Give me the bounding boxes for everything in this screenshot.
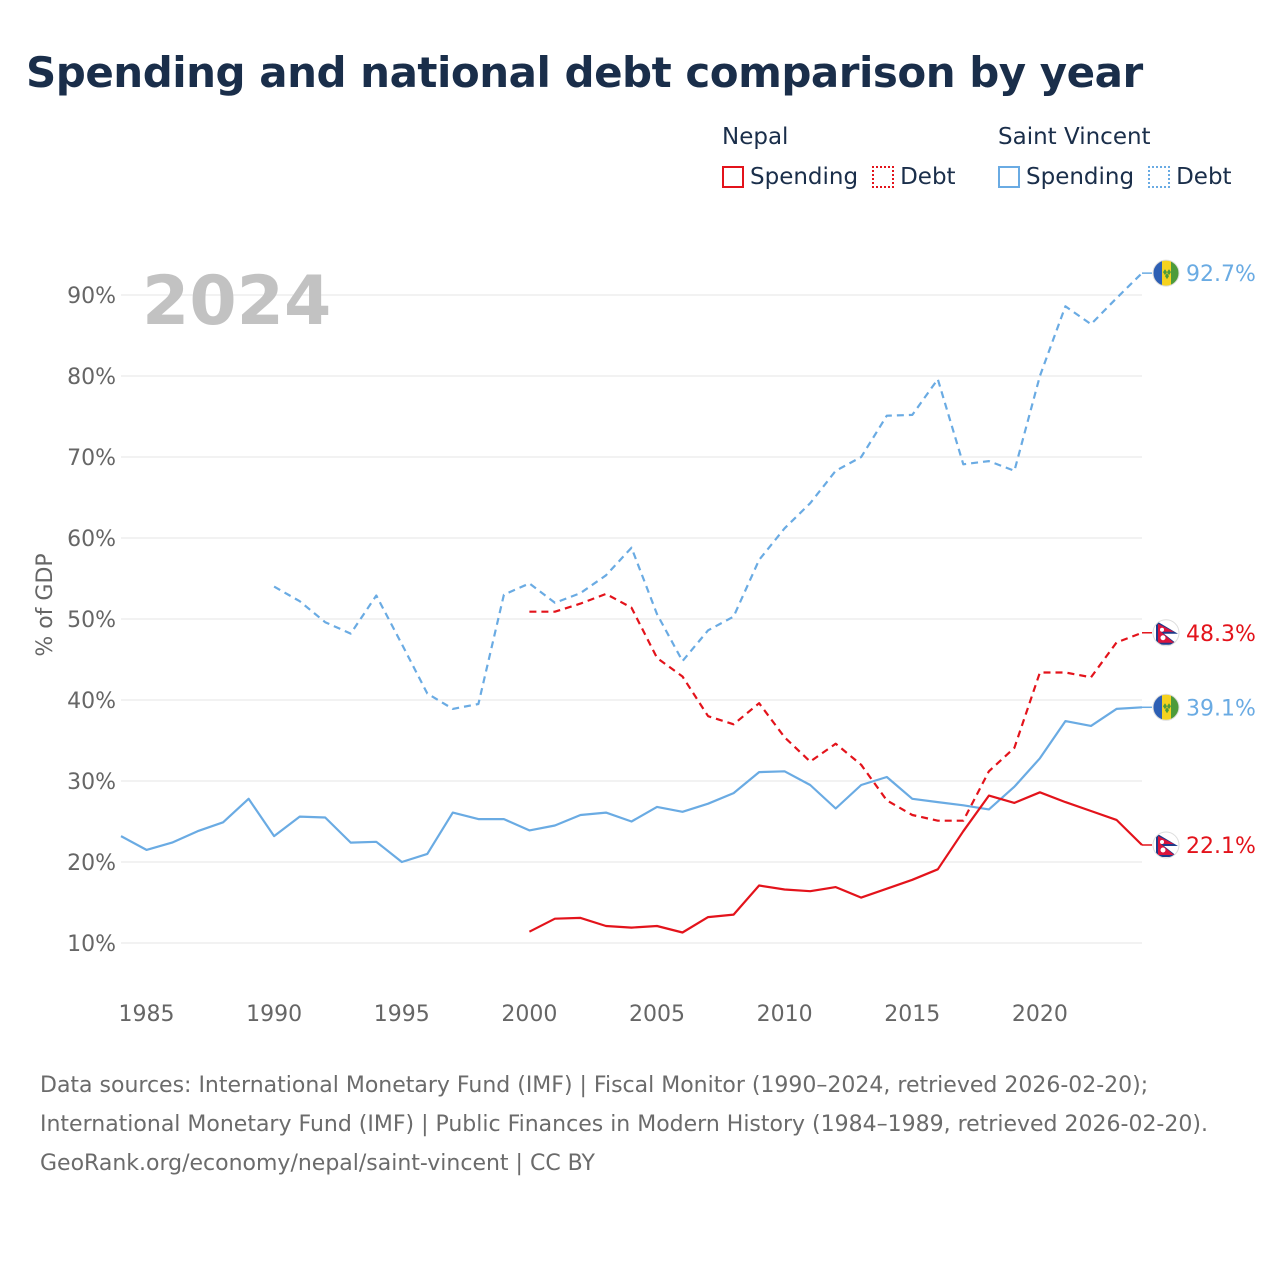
end-value-label: 92.7% — [1186, 262, 1256, 287]
y-tick-label: 70% — [67, 446, 116, 471]
grid-lines — [121, 294, 1142, 944]
x-tick-label: 1985 — [119, 1002, 175, 1027]
year-label: 2024 — [142, 262, 331, 341]
y-tick-label: 10% — [67, 932, 116, 957]
source-link[interactable]: GeoRank.org/economy/nepal/saint-vincent … — [40, 1151, 595, 1176]
y-tick-label: 80% — [67, 365, 116, 390]
nepal-flag-icon — [1152, 619, 1180, 647]
legend-group-name: Nepal — [722, 124, 789, 150]
series-line-saint-vincent-debt[interactable] — [273, 272, 1143, 711]
y-axis-ticks: 10% 20% 30% 40% 50% 60% 70% 80% 90% — [67, 284, 116, 957]
series-line-nepal-spending[interactable] — [528, 791, 1143, 934]
source-text: Data sources: International Monetary Fun… — [40, 1073, 1208, 1137]
saint-vincent-flag-icon — [1152, 693, 1180, 721]
legend-item-saint-vincent-spending[interactable]: Spending — [998, 164, 1134, 190]
x-tick-label: 2020 — [1012, 1002, 1068, 1027]
y-axis-label: % of GDP — [33, 553, 58, 656]
y-tick-label: 30% — [67, 770, 116, 795]
legend-group-name: Saint Vincent — [998, 124, 1151, 150]
y-tick-label: 90% — [67, 284, 116, 309]
legend-group-saint-vincent: Saint Vincent Spending Debt — [998, 124, 1232, 190]
legend-group-nepal: Nepal Spending Debt — [722, 124, 956, 190]
legend-item-label: Spending — [750, 164, 859, 190]
end-value-label: 48.3% — [1186, 622, 1256, 647]
y-tick-label: 60% — [67, 527, 116, 552]
series-line-nepal-debt[interactable] — [529, 592, 1143, 822]
legend-item-saint-vincent-debt[interactable]: Debt — [1148, 164, 1232, 190]
saint-vincent-flag-icon — [1152, 259, 1180, 287]
x-tick-label: 2015 — [884, 1002, 940, 1027]
end-value-label: 39.1% — [1186, 696, 1256, 721]
legend-swatch-solid — [998, 166, 1020, 188]
nepal-flag-icon — [1152, 831, 1180, 859]
y-tick-label: 20% — [67, 851, 116, 876]
series-lines — [120, 272, 1143, 934]
end-value-label: 22.1% — [1186, 834, 1256, 859]
y-tick-label: 40% — [67, 689, 116, 714]
legend-item-label: Debt — [1176, 164, 1232, 190]
x-tick-label: 1995 — [374, 1002, 430, 1027]
line-chart: 10% 20% 30% 40% 50% 60% 70% 80% 90% 1985 1990 1995… — [33, 259, 1256, 1027]
legend-item-nepal-spending[interactable]: Spending — [722, 164, 858, 190]
series-line-saint-vincent-spending[interactable] — [120, 706, 1143, 864]
chart-title: Spending and national debt comparison by… — [26, 48, 1143, 97]
legend-swatch-dotted — [872, 166, 895, 188]
legend-swatch-solid — [722, 166, 744, 188]
legend-item-label: Debt — [900, 164, 956, 190]
legend-item-nepal-debt[interactable]: Debt — [872, 164, 956, 190]
legend-swatch-dotted — [1148, 166, 1171, 188]
data-sources: Data sources: International Monetary Fun… — [40, 1066, 1240, 1183]
y-tick-label: 50% — [67, 608, 116, 633]
x-tick-label: 2000 — [501, 1002, 557, 1027]
x-tick-label: 2005 — [629, 1002, 685, 1027]
end-markers: 92.7% 48.3% 39.1% 22.1% — [1142, 259, 1256, 859]
x-tick-label: 1990 — [246, 1002, 302, 1027]
x-axis-ticks: 1985 1990 1995 2000 2005 2010 2015 2020 — [119, 1002, 1068, 1027]
x-tick-label: 2010 — [757, 1002, 813, 1027]
legend-item-label: Spending — [1026, 164, 1135, 190]
